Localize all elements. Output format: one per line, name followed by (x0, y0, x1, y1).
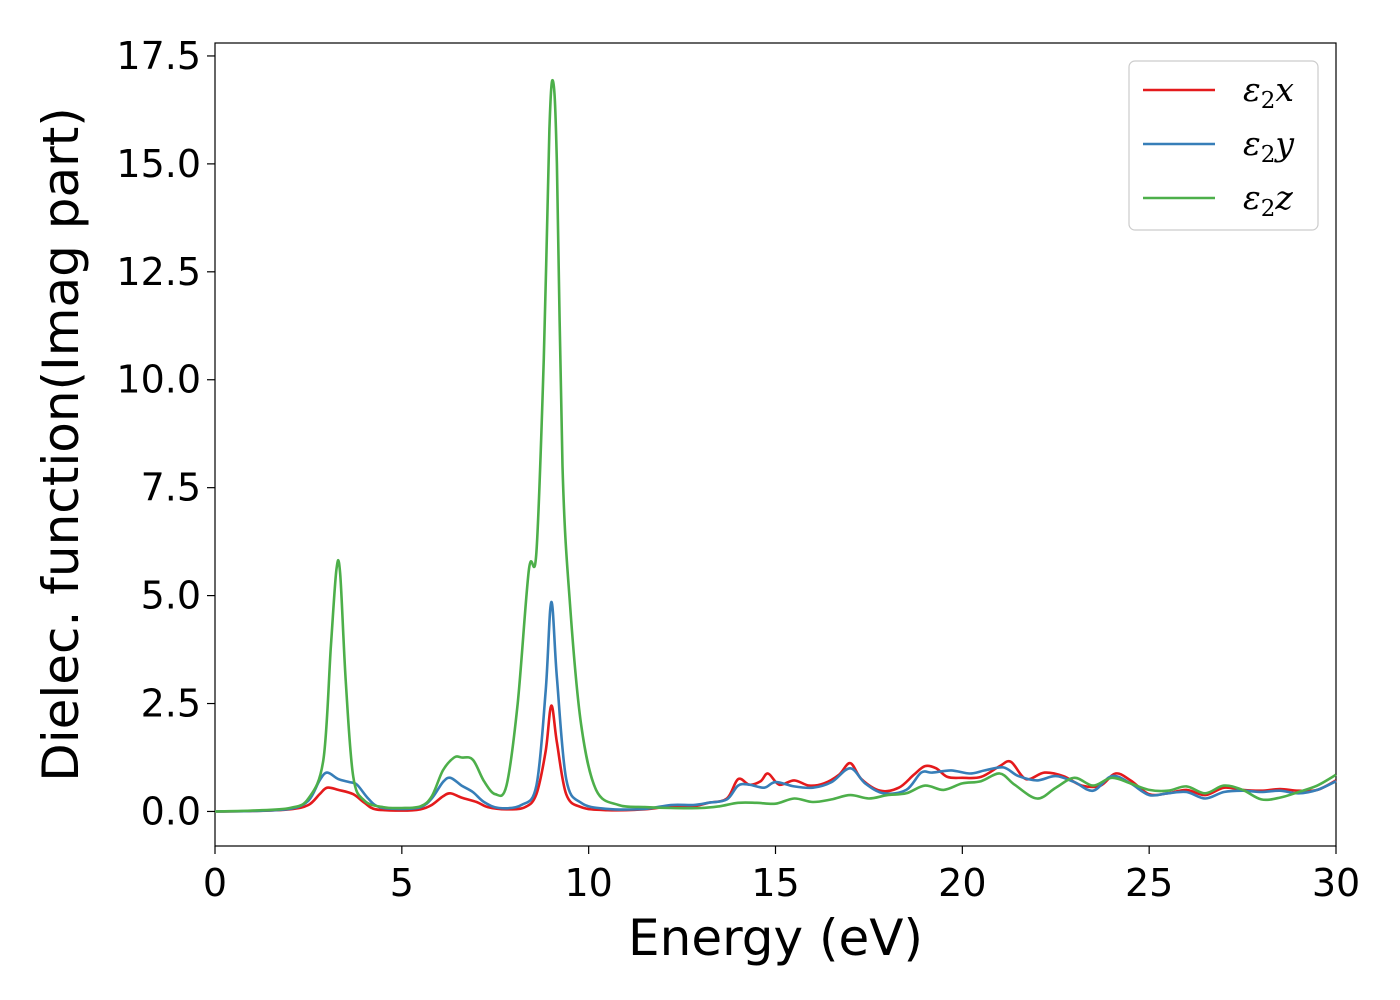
x-tick-label: 15 (751, 861, 799, 905)
y-tick-label: 7.5 (141, 466, 201, 510)
series-line-eps2x (214, 704, 1337, 813)
x-tick-label: 0 (203, 861, 227, 905)
x-axis: 0 5 10 15 20 25 30 (203, 846, 1360, 905)
legend-label-eps2z: ε2z (1243, 178, 1293, 222)
y-tick-label: 15.0 (116, 142, 201, 186)
y-axis: 0.0 2.5 5.0 7.5 10.0 12.5 15.0 17.5 (116, 34, 215, 833)
y-tick-label: 10.0 (116, 358, 201, 402)
legend-box (1128, 60, 1319, 231)
x-tick-label: 10 (564, 861, 612, 905)
x-tick-label: 20 (938, 861, 986, 905)
x-axis-title: Energy (eV) (628, 909, 923, 967)
y-tick-label: 0.0 (141, 789, 201, 833)
y-tick-label: 5.0 (141, 574, 201, 618)
x-tick-label: 5 (390, 861, 414, 905)
x-tick-label: 25 (1125, 861, 1173, 905)
y-tick-label: 17.5 (116, 34, 201, 78)
series-line-eps2z (214, 79, 1337, 813)
x-tick-label: 30 (1312, 861, 1360, 905)
y-tick-label: 12.5 (116, 250, 201, 294)
series-layer (214, 79, 1337, 813)
y-tick-label: 2.5 (141, 682, 201, 726)
y-axis-title: Dielec. function(Imag part) (32, 107, 90, 782)
